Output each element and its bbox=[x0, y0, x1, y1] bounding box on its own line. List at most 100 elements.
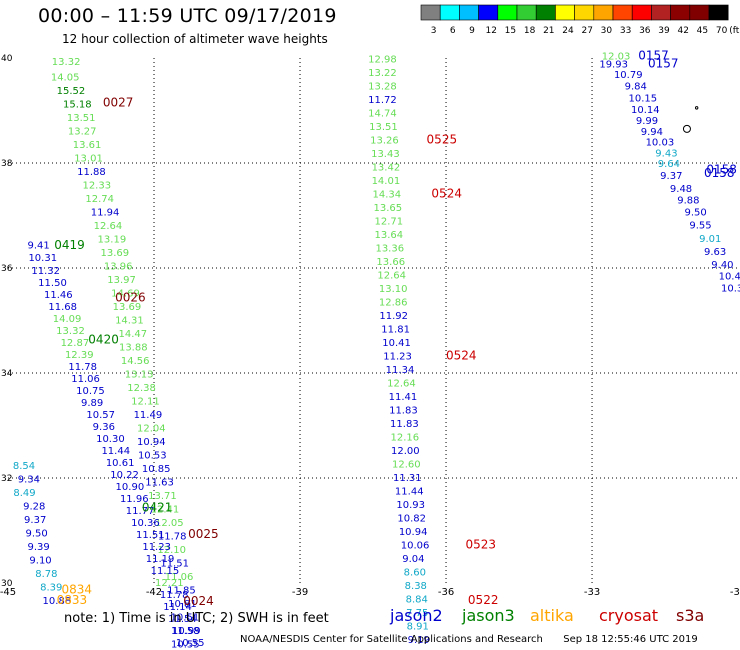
wave-height-label: 10.51 bbox=[171, 612, 200, 623]
wave-height-label: 10.14 bbox=[631, 105, 660, 116]
wave-height-label: 11.83 bbox=[390, 419, 419, 430]
wave-height-label: 10.90 bbox=[116, 482, 145, 493]
pass-number-label: 0157 bbox=[638, 49, 669, 63]
wave-height-label: 11.78 bbox=[68, 362, 97, 373]
sat-jason3-label: jason3 bbox=[462, 606, 515, 625]
wave-height-label: 12.41 bbox=[151, 505, 180, 516]
wave-height-label: 11.49 bbox=[134, 410, 163, 421]
pass-number-label: 0834 bbox=[62, 583, 93, 597]
wave-height-label: 13.22 bbox=[368, 68, 397, 79]
wave-height-label: 11.34 bbox=[386, 365, 415, 376]
lat-tick-label: 40 bbox=[1, 54, 13, 64]
wave-height-label: 11.06 bbox=[71, 374, 100, 385]
wave-height-label: 9.55 bbox=[689, 221, 711, 232]
wave-height-label: 9.37 bbox=[24, 515, 46, 526]
wave-height-label: 10.94 bbox=[399, 527, 428, 538]
legend-unit-label: (ft) bbox=[729, 26, 740, 36]
wave-height-label: 14.74 bbox=[368, 108, 397, 119]
wave-height-label: 13.32 bbox=[52, 57, 81, 68]
legend-tick-label: 30 bbox=[601, 26, 613, 36]
wave-height-label: 9.37 bbox=[660, 171, 682, 182]
wave-height-label: 11.81 bbox=[381, 325, 410, 336]
wave-height-label: 8.60 bbox=[404, 568, 426, 579]
wave-height-label: 10.53 bbox=[138, 451, 167, 462]
lon-tick-label: -33 bbox=[584, 587, 600, 598]
legend-tick-label: 18 bbox=[524, 26, 536, 36]
pass-number-label: 0158 bbox=[704, 166, 735, 180]
wave-height-label: 9.48 bbox=[670, 184, 692, 195]
wave-height-label: 7.75 bbox=[406, 608, 428, 619]
wave-height-label: 14.69 bbox=[111, 288, 140, 299]
wave-height-label: 13.13 bbox=[125, 370, 154, 381]
wave-height-label: 9.40 bbox=[711, 260, 733, 271]
wave-height-label: 10.55 bbox=[176, 638, 205, 649]
wave-height-label: 10.79 bbox=[614, 70, 643, 81]
wave-height-label: 8.54 bbox=[13, 461, 35, 472]
wave-height-label: 9.10 bbox=[29, 556, 51, 567]
wave-height-label: 10.22 bbox=[110, 470, 139, 481]
legend-swatch bbox=[708, 4, 729, 21]
wave-height-label: 11.44 bbox=[101, 446, 130, 457]
pass-number-label: 0026 bbox=[115, 291, 146, 305]
legend-tick-label: 45 bbox=[697, 26, 708, 36]
wave-height-label: 11.94 bbox=[91, 208, 120, 219]
wave-height-label: 12.39 bbox=[65, 350, 94, 361]
wave-height-label: 10.41 bbox=[382, 338, 411, 349]
legend-tick-label: 33 bbox=[620, 26, 631, 36]
wave-height-label: 10.3 bbox=[721, 284, 740, 295]
wave-height-label: 13.88 bbox=[119, 342, 148, 353]
map-subtitle: 12 hour collection of altimeter wave hei… bbox=[62, 32, 328, 46]
wave-height-label: 11.51 bbox=[136, 530, 165, 541]
wave-height-label: 12.21 bbox=[155, 578, 184, 589]
wave-height-label: 19.93 bbox=[599, 59, 628, 70]
wave-height-label: 15.18 bbox=[63, 99, 92, 110]
wave-height-label: 11.44 bbox=[395, 486, 424, 497]
lat-tick-label: 36 bbox=[1, 264, 13, 274]
wave-height-label: 12.64 bbox=[94, 221, 123, 232]
wave-height-label: 11.46 bbox=[44, 290, 73, 301]
wave-height-label: 12.38 bbox=[127, 383, 156, 394]
wave-height-label: 10.93 bbox=[396, 500, 425, 511]
wave-height-label: 12.74 bbox=[85, 194, 114, 205]
wave-height-label: 12.98 bbox=[368, 55, 397, 66]
wave-height-label: 11.63 bbox=[145, 477, 174, 488]
wave-height-label: 13.36 bbox=[375, 244, 404, 255]
sat-altika-label: altika bbox=[530, 606, 574, 625]
wave-height-label: 13.97 bbox=[107, 275, 136, 286]
pass-number-label: 0158 bbox=[706, 163, 737, 177]
wave-height-label: 12.10 bbox=[157, 545, 186, 556]
wave-height-label: 13.51 bbox=[369, 122, 398, 133]
wave-height-label: 9.88 bbox=[677, 195, 699, 206]
wave-height-label: 13.32 bbox=[56, 326, 85, 337]
wave-height-label: 14.47 bbox=[118, 329, 147, 340]
footer-credit: NOAA/NESDIS Center for Satellite Applica… bbox=[240, 634, 698, 645]
lon-tick-label: -30 bbox=[730, 587, 740, 598]
wave-height-label: 13.27 bbox=[68, 127, 97, 138]
wave-height-label: 11.50 bbox=[38, 278, 67, 289]
wave-height-label: 10.36 bbox=[131, 518, 160, 529]
wave-height-label: 9.36 bbox=[93, 422, 115, 433]
pass-number-label: 0525 bbox=[427, 133, 458, 147]
wave-height-label: 9.99 bbox=[636, 116, 658, 127]
wave-height-label: 13.10 bbox=[379, 284, 408, 295]
pass-number-label: 0419 bbox=[54, 238, 85, 252]
wave-height-label: 10.94 bbox=[137, 437, 166, 448]
wave-height-label: 14.09 bbox=[53, 314, 82, 325]
wave-height-label: 10.81 bbox=[168, 599, 197, 610]
pass-number-label: 0833 bbox=[57, 593, 88, 607]
sat-jason2-label: jason2 bbox=[390, 606, 443, 625]
wave-height-label: 14.05 bbox=[51, 73, 80, 84]
pass-number-label: 0157 bbox=[648, 56, 679, 70]
wave-height-label: 8.84 bbox=[406, 594, 428, 605]
legend-tick-label: 6 bbox=[450, 26, 456, 36]
wave-height-label: 12.64 bbox=[377, 271, 406, 282]
lon-tick-label: -39 bbox=[292, 587, 308, 598]
lon-tick-label: -36 bbox=[438, 587, 454, 598]
pass-number-label: 0522 bbox=[468, 593, 499, 607]
sat-s3a-label: s3a bbox=[676, 606, 705, 625]
wave-height-label: 10.88 bbox=[43, 596, 72, 607]
wave-height-label: 11.92 bbox=[379, 311, 408, 322]
wave-height-label: 9.89 bbox=[81, 398, 103, 409]
wave-height-label: 9.19 bbox=[408, 635, 430, 646]
